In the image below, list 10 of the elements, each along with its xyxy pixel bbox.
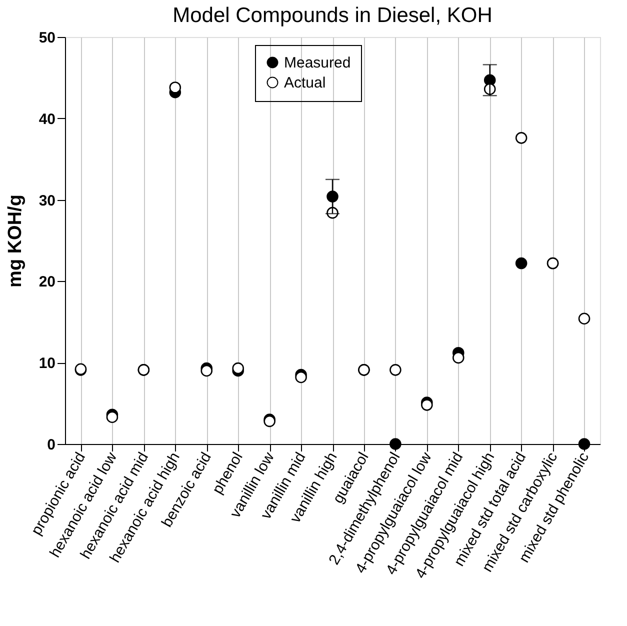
y-tick-label: 50 [38,30,56,46]
y-tick-label: 20 [38,274,56,291]
legend-label: Actual [284,74,326,92]
chart-title: Model Compounds in Diesel, KOH [172,4,492,27]
y-axis-title: mg KOH/g [4,194,26,288]
y-tick-label: 10 [38,355,56,372]
legend-label: Measured [284,54,351,72]
y-tick-label: 40 [38,110,56,128]
y-tick-label: 0 [47,436,56,454]
y-tick-label: 30 [38,192,56,210]
